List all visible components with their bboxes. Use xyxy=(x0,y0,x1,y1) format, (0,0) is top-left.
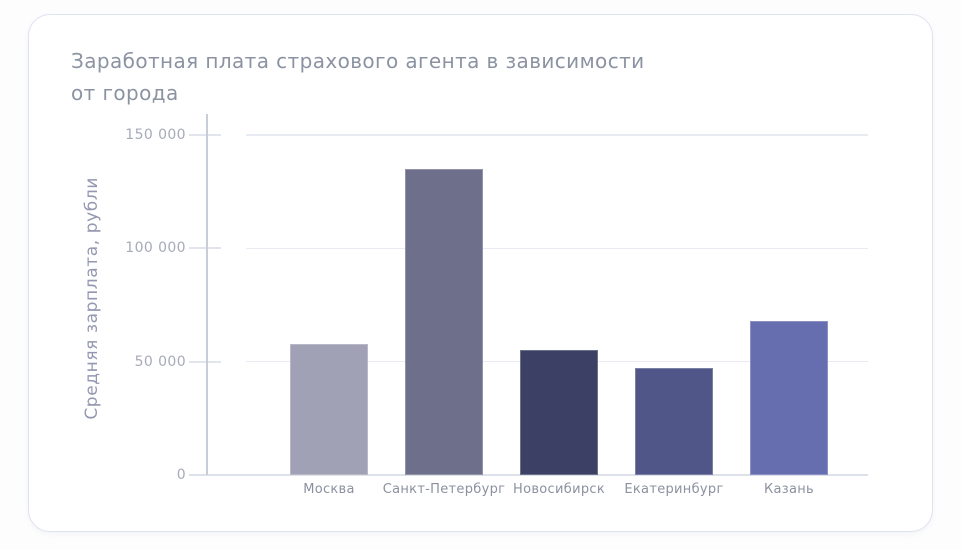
x-axis-label: Санкт-Петербург xyxy=(382,482,506,497)
y-axis-tick xyxy=(189,134,221,136)
y-axis-tick xyxy=(189,360,221,363)
chart-bar xyxy=(405,169,483,475)
gridline xyxy=(246,247,868,250)
chart-card: Заработная плата страхового агента в зав… xyxy=(28,14,933,532)
chart-title-line-1: Заработная плата страхового агента в зав… xyxy=(71,49,645,73)
y-axis-tick-label: 50 000 xyxy=(134,353,186,370)
chart-bar xyxy=(520,350,598,475)
y-axis-tick xyxy=(189,247,221,250)
x-axis-label: Казань xyxy=(763,482,815,497)
chart-title-line-2: от города xyxy=(71,81,179,105)
y-axis-tick-label: 100 000 xyxy=(125,240,186,257)
chart-title: Заработная плата страхового агента в зав… xyxy=(71,45,645,109)
x-axis-label: Новосибирск xyxy=(513,482,605,497)
y-axis-tick-label: 150 000 xyxy=(125,127,186,143)
x-axis-label: Москва xyxy=(303,482,355,497)
plot-area: 0 50 000 100 000 150 000 Москва Санкт-Петербу… xyxy=(29,15,932,531)
chart-bar xyxy=(635,368,713,475)
x-axis-label: Екатеринбург xyxy=(624,482,724,497)
gridline xyxy=(246,134,868,136)
y-axis-tick-label: 0 xyxy=(176,467,186,483)
chart-bar xyxy=(750,320,828,475)
chart-bar xyxy=(290,343,368,475)
y-axis-line xyxy=(206,114,208,475)
